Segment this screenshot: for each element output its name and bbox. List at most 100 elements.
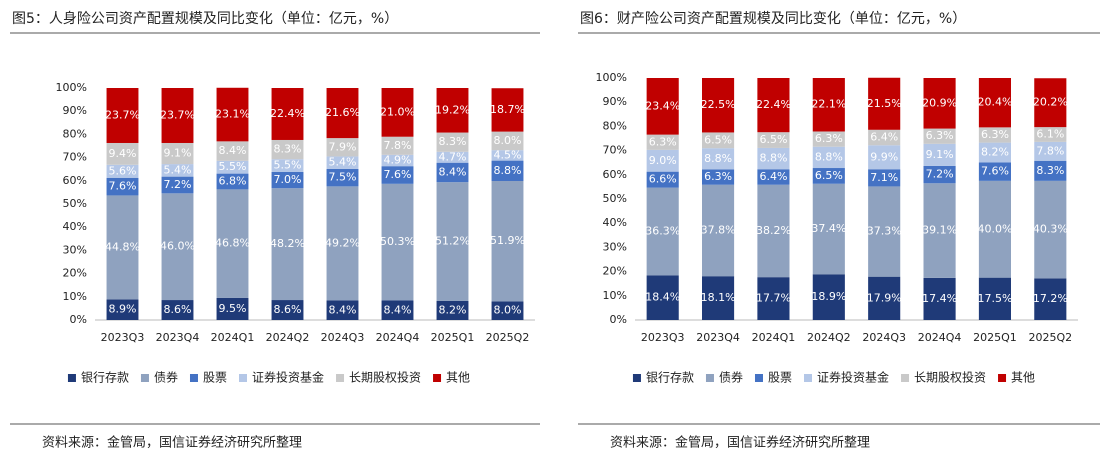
legend-swatch <box>189 374 198 382</box>
bar-segment <box>812 78 845 132</box>
y-tick-label: 30% <box>63 243 87 256</box>
data-label: 9.9% <box>870 150 898 163</box>
x-tick-label: 2024Q1 <box>211 331 255 344</box>
data-label: 8.8% <box>759 152 787 165</box>
bar-segment <box>491 88 524 132</box>
data-label: 37.8% <box>701 223 736 236</box>
bar-segment <box>978 162 1011 181</box>
data-label: 8.4% <box>384 303 412 316</box>
data-label: 48.2% <box>270 237 305 250</box>
bar-segment <box>436 132 469 152</box>
data-label: 5.5% <box>274 159 302 172</box>
legend-label: 其他 <box>1011 371 1035 385</box>
data-label: 46.8% <box>215 237 250 250</box>
bar-segment <box>161 193 194 301</box>
y-tick-label: 90% <box>603 95 627 108</box>
y-tick-label: 80% <box>63 127 87 140</box>
source: 资料来源：金管局，国信证券经济研究所整理 <box>610 435 870 451</box>
bar-segment <box>326 300 359 320</box>
bar-segment <box>757 78 790 133</box>
bar-segment <box>812 168 845 184</box>
data-label: 37.4% <box>811 222 846 235</box>
bar-segment <box>923 128 956 144</box>
bar-segment <box>436 182 469 301</box>
bar-segment <box>757 169 790 185</box>
source: 资料来源：金管局，国信证券经济研究所整理 <box>42 435 302 451</box>
bar-segment <box>216 189 249 298</box>
data-label: 7.5% <box>329 171 357 184</box>
y-tick-label: 60% <box>63 174 87 187</box>
data-label: 9.1% <box>164 147 192 160</box>
bar-segment <box>436 162 469 183</box>
bar-segment <box>702 184 735 277</box>
legend-swatch <box>705 374 714 382</box>
data-label: 6.5% <box>759 133 787 146</box>
data-label: 8.3% <box>1036 164 1064 177</box>
data-label: 20.2% <box>1033 96 1068 109</box>
bar-segment <box>491 131 524 151</box>
bar-segment <box>757 184 790 278</box>
legend-swatch <box>901 374 910 382</box>
x-tick-label: 2024Q3 <box>862 331 906 344</box>
bar-segment <box>106 299 139 320</box>
data-label: 8.0% <box>494 134 522 147</box>
legend-swatch <box>632 374 641 382</box>
x-tick-label: 2024Q2 <box>807 331 851 344</box>
data-label: 39.1% <box>922 224 957 237</box>
legend-label: 股票 <box>768 371 792 385</box>
x-tick-label: 2023Q4 <box>156 331 200 344</box>
data-label: 17.7% <box>756 292 791 305</box>
x-tick-label: 2025Q2 <box>486 331 530 344</box>
data-label: 6.3% <box>704 170 732 183</box>
legend-swatch <box>433 374 442 382</box>
x-tick-label: 2024Q1 <box>752 331 796 344</box>
y-tick-label: 40% <box>63 220 87 233</box>
data-label: 36.3% <box>645 225 680 238</box>
bar-segment <box>436 88 469 133</box>
bar-segment <box>812 183 845 275</box>
bar-segment <box>381 166 414 184</box>
bar-segment <box>757 277 790 320</box>
bar-segment <box>381 154 414 167</box>
data-label: 23.1% <box>215 108 250 121</box>
bar-segment <box>757 132 790 148</box>
data-label: 8.4% <box>329 303 357 316</box>
data-label: 9.1% <box>926 148 954 161</box>
bar-segment <box>978 127 1011 143</box>
bar-segment <box>868 129 901 146</box>
bar-segment <box>812 274 845 320</box>
data-label: 6.4% <box>870 131 898 144</box>
data-label: 17.4% <box>922 292 957 305</box>
data-label: 44.8% <box>105 240 140 253</box>
data-label: 7.8% <box>384 139 412 152</box>
legend-label: 银行存款 <box>81 371 129 385</box>
bar-segment <box>646 134 679 150</box>
bar-segment <box>326 138 359 157</box>
y-tick-label: 0% <box>610 313 627 326</box>
data-label: 22.4% <box>756 98 791 111</box>
bar-segment <box>646 275 679 320</box>
bar-segment <box>702 132 735 149</box>
bar-segment <box>1034 160 1067 181</box>
bar-segment <box>381 136 414 155</box>
data-label: 4.5% <box>494 148 522 161</box>
y-tick-label: 70% <box>603 144 627 157</box>
bar-segment <box>1034 180 1067 279</box>
data-label: 22.5% <box>701 98 736 111</box>
legend-label: 银行存款 <box>646 371 694 385</box>
bar-segment <box>923 277 956 320</box>
x-tick-label: 2024Q4 <box>918 331 962 344</box>
bar-segment <box>491 181 524 302</box>
data-label: 7.1% <box>870 171 898 184</box>
data-label: 7.0% <box>274 173 302 186</box>
bar-segment <box>978 180 1011 278</box>
bar-segment <box>161 300 194 320</box>
x-tick-label: 2025Q1 <box>431 331 475 344</box>
chart-title: 图5：人身险公司资产配置规模及同比变化（单位：亿元，%） <box>12 11 398 27</box>
legend-label: 证券投资基金 <box>817 370 889 385</box>
data-label: 6.3% <box>649 135 677 148</box>
legend-swatch <box>239 374 247 382</box>
data-label: 6.4% <box>759 170 787 183</box>
data-label: 6.5% <box>704 133 732 146</box>
